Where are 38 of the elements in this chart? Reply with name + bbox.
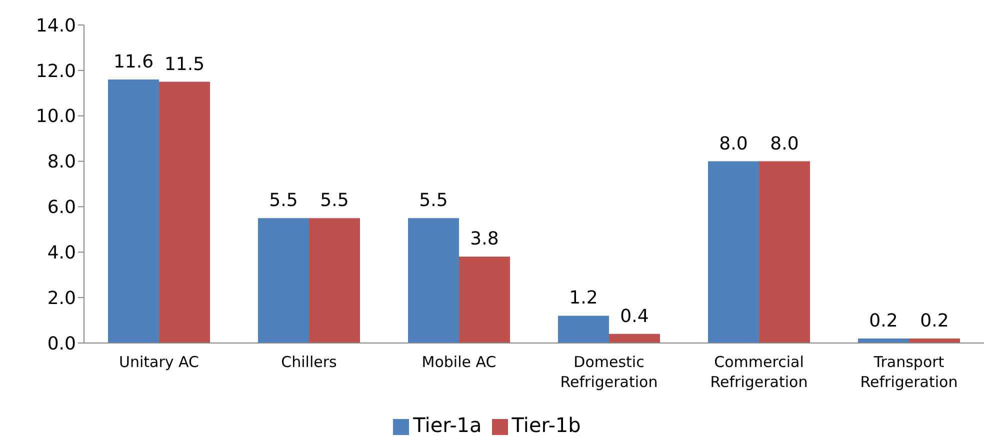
bar xyxy=(408,218,459,343)
data-label: 11.6 xyxy=(113,52,154,73)
x-tick-label: Transport Refrigeration xyxy=(860,353,958,391)
bar xyxy=(309,218,360,343)
bar xyxy=(708,161,759,343)
bar xyxy=(258,218,309,343)
data-label: 1.2 xyxy=(569,288,598,309)
data-label: 5.5 xyxy=(269,190,298,212)
y-tick-label: 14.0 xyxy=(36,15,76,36)
bar xyxy=(609,334,660,343)
bar xyxy=(108,80,159,343)
data-label: 11.5 xyxy=(164,54,205,75)
y-tick-label: 6.0 xyxy=(47,197,76,218)
x-tick-label: Domestic Refrigeration xyxy=(560,353,658,391)
data-label: 3.8 xyxy=(470,228,499,250)
data-label: 8.0 xyxy=(719,133,748,154)
y-tick-label: 12.0 xyxy=(36,60,76,82)
y-tick-label: 4.0 xyxy=(47,242,76,264)
data-label: 0.2 xyxy=(920,310,949,332)
data-label: 0.4 xyxy=(620,306,649,327)
bar xyxy=(159,82,210,343)
x-tick-label: Chillers xyxy=(281,353,338,371)
legend-label: Tier-1b xyxy=(512,413,581,437)
bar xyxy=(759,161,810,343)
y-tick-label: 10.0 xyxy=(36,106,76,128)
data-label: 5.5 xyxy=(419,190,448,212)
x-tick-label: Unitary AC xyxy=(118,353,200,371)
legend-label: Tier-1a xyxy=(413,413,482,437)
x-tick-label: Mobile AC xyxy=(422,353,496,371)
data-label: 8.0 xyxy=(770,133,799,154)
y-tick-label: 2.0 xyxy=(47,288,76,309)
bar xyxy=(459,256,510,343)
x-tick-label: Commercial Refrigeration xyxy=(710,353,808,391)
data-label: 0.2 xyxy=(869,310,898,332)
data-label: 5.5 xyxy=(320,190,349,212)
bar xyxy=(558,316,609,343)
y-tick-label: 8.0 xyxy=(47,152,76,173)
y-tick-label: 0.0 xyxy=(47,333,76,354)
